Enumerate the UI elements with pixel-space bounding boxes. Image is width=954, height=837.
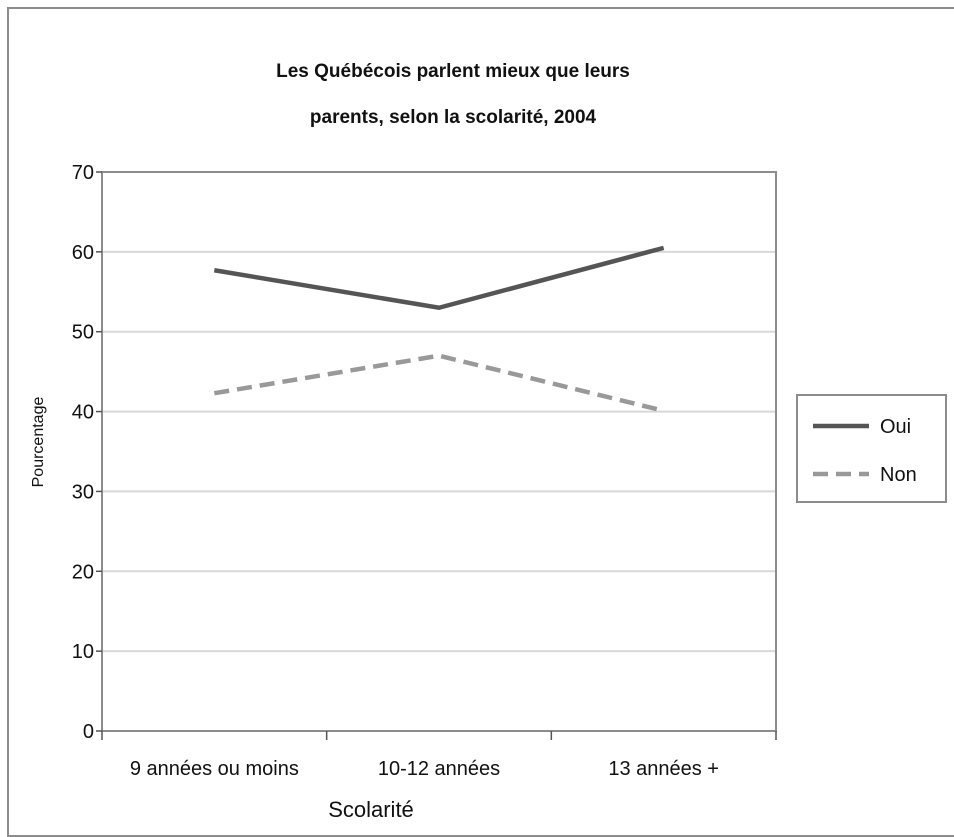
series-line-non: [214, 356, 663, 411]
legend-box: [797, 395, 946, 502]
y-tick-label-0: 0: [83, 721, 94, 743]
y-axis-ticks: 0 10 20 30 40 50 60 70: [72, 162, 102, 743]
y-axis-title: Pourcentage: [30, 397, 47, 488]
plot-area: [102, 172, 776, 731]
y-tick-label-30: 30: [72, 481, 94, 503]
legend-label-non: Non: [880, 464, 917, 486]
y-tick-label-60: 60: [72, 242, 94, 264]
y-tick-label-20: 20: [72, 561, 94, 583]
y-tick-label-10: 10: [72, 641, 94, 663]
x-axis-ticks: 9 années ou moins 10-12 années 13 années +: [102, 731, 776, 780]
chart-title-line-2: parents, selon la scolarité, 2004: [310, 107, 597, 128]
legend-label-oui: Oui: [880, 416, 911, 438]
legend: Oui Non: [797, 395, 946, 502]
x-tick-label-0: 9 années ou moins: [130, 758, 299, 780]
x-tick-label-2: 13 années +: [608, 758, 719, 780]
series-line-oui: [214, 248, 663, 308]
y-tick-label-50: 50: [72, 322, 94, 344]
y-tick-label-70: 70: [72, 162, 94, 184]
chart-title-line-1: Les Québécois parlent mieux que leurs: [276, 61, 630, 82]
series-lines: [214, 248, 664, 411]
gridlines: [102, 252, 776, 651]
x-axis-title: Scolarité: [328, 797, 414, 822]
y-tick-label-40: 40: [72, 402, 94, 424]
x-tick-label-1: 10-12 années: [378, 758, 500, 780]
